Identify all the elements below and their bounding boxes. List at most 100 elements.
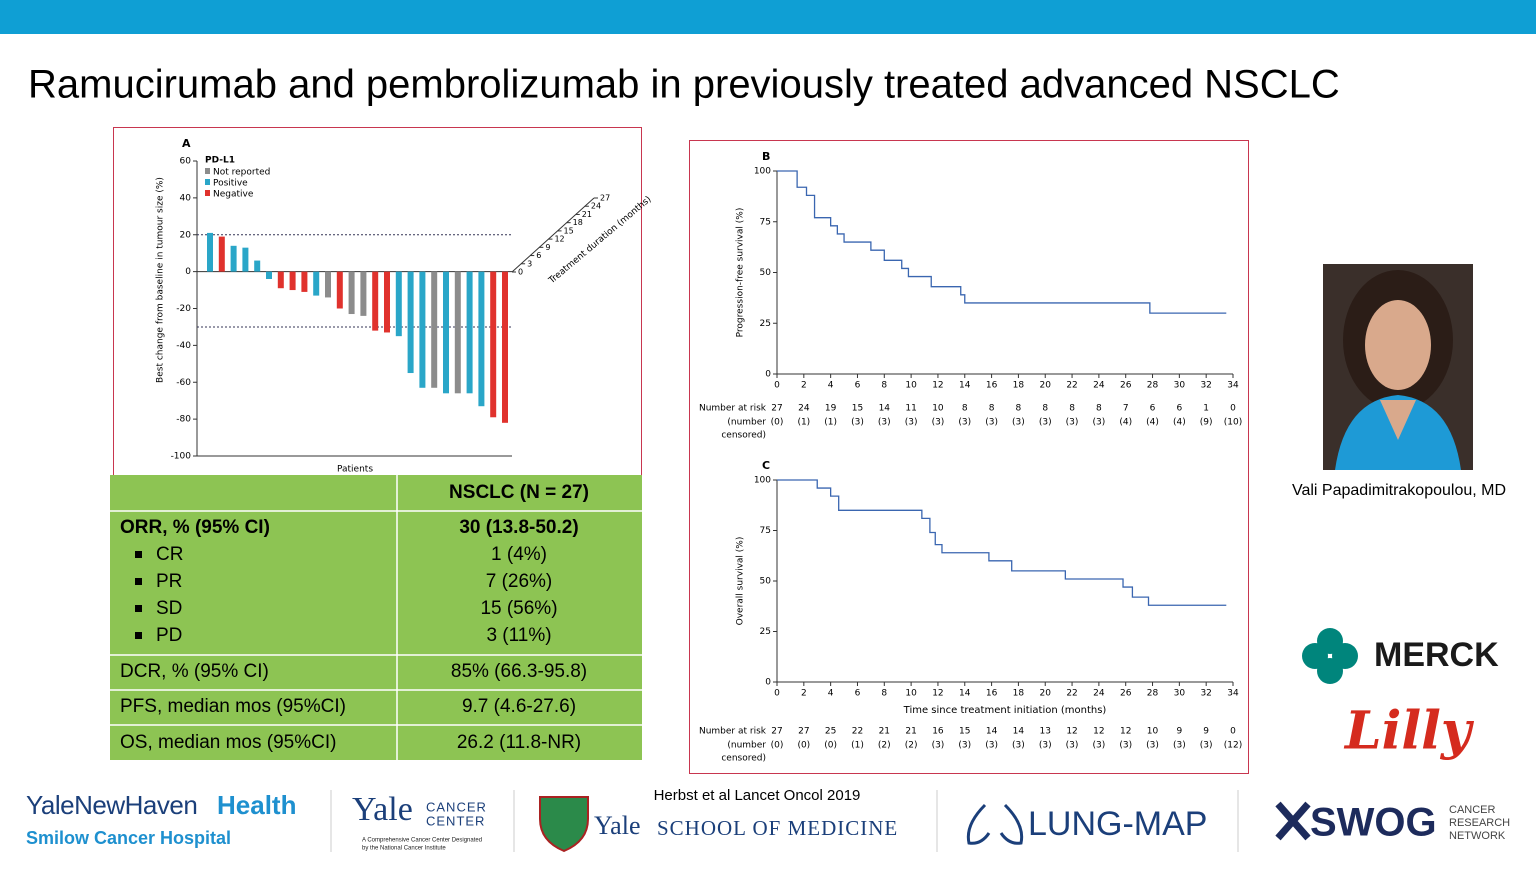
risk-label: censored) bbox=[721, 431, 766, 441]
censored-value: (3) bbox=[958, 741, 971, 751]
x-tick-label: 26 bbox=[1120, 689, 1132, 699]
duration-tick-label: 0 bbox=[518, 268, 523, 277]
y-tick-label: 50 bbox=[760, 577, 772, 587]
table-cell: 9.7 (4.6-27.6) bbox=[462, 696, 576, 717]
at-risk-value: 21 bbox=[905, 727, 916, 737]
logo-text: CENTER bbox=[426, 813, 485, 828]
at-risk-value: 14 bbox=[986, 727, 998, 737]
table-cell: 15 (56%) bbox=[480, 598, 557, 619]
logo-text: Yale bbox=[594, 811, 640, 840]
at-risk-value: 11 bbox=[905, 404, 916, 414]
logo-text: YaleNewHaven bbox=[26, 790, 197, 820]
x-tick-label: 20 bbox=[1040, 381, 1052, 391]
legend-label: Not reported bbox=[213, 168, 270, 178]
at-risk-value: 8 bbox=[1042, 404, 1048, 414]
censored-value: (12) bbox=[1224, 741, 1242, 751]
waterfall-bar bbox=[372, 271, 379, 331]
censored-value: (3) bbox=[985, 418, 998, 428]
duration-tick-label: 24 bbox=[591, 202, 601, 211]
waterfall-bar bbox=[466, 271, 473, 394]
waterfall-bar bbox=[348, 271, 355, 315]
x-tick-label: 24 bbox=[1093, 689, 1105, 699]
duration-tick-label: 6 bbox=[536, 251, 541, 260]
y-tick-label: 40 bbox=[180, 193, 192, 203]
logo-text: CANCER bbox=[1449, 804, 1496, 816]
table-bg bbox=[110, 475, 642, 760]
x-tick-label: 28 bbox=[1147, 381, 1159, 391]
at-risk-value: 7 bbox=[1123, 404, 1129, 414]
waterfall-bar bbox=[431, 271, 438, 388]
at-risk-value: 9 bbox=[1203, 727, 1209, 737]
y-tick-label: 0 bbox=[185, 267, 191, 277]
x-tick-label: 30 bbox=[1174, 381, 1186, 391]
logo-text: RESEARCH bbox=[1449, 817, 1510, 829]
logo-text: NETWORK bbox=[1449, 830, 1506, 842]
x-tick-label: 28 bbox=[1147, 689, 1159, 699]
logo-text: Health bbox=[217, 790, 296, 820]
censored-value: (3) bbox=[1093, 741, 1106, 751]
logo-text: LUNG-MAP bbox=[1028, 805, 1207, 843]
waterfall-bar bbox=[419, 271, 426, 388]
waterfall-bar bbox=[478, 271, 485, 407]
censored-value: (3) bbox=[932, 418, 945, 428]
panel-label: A bbox=[182, 137, 191, 150]
censored-value: (3) bbox=[958, 418, 971, 428]
waterfall-bar bbox=[360, 271, 367, 316]
x-tick-label: 18 bbox=[1013, 689, 1025, 699]
waterfall-bar bbox=[490, 271, 497, 418]
y-tick-label: 25 bbox=[760, 627, 771, 637]
at-risk-value: 10 bbox=[1147, 727, 1159, 737]
x-tick-label: 10 bbox=[905, 381, 917, 391]
table-cell: 26.2 (11.8-NR) bbox=[457, 732, 581, 753]
panel-label: C bbox=[762, 459, 770, 472]
x-tick-label: 12 bbox=[932, 381, 943, 391]
bullet bbox=[135, 578, 142, 585]
waterfall-bar bbox=[313, 271, 320, 296]
duration-tick-label: 9 bbox=[545, 243, 550, 252]
censored-value: (3) bbox=[1146, 741, 1159, 751]
censored-value: (3) bbox=[878, 418, 891, 428]
table-cell: SD bbox=[156, 598, 182, 619]
logo-text: by the National Cancer Institute bbox=[362, 846, 446, 852]
x-tick-label: 4 bbox=[828, 381, 834, 391]
x-tick-label: 18 bbox=[1013, 381, 1025, 391]
y-tick-label: -40 bbox=[176, 341, 191, 351]
y-tick-label: 0 bbox=[765, 370, 771, 380]
risk-label: (number bbox=[727, 741, 766, 751]
at-risk-value: 15 bbox=[852, 404, 863, 414]
waterfall-bar bbox=[336, 271, 343, 309]
legend-swatch bbox=[205, 190, 210, 196]
table-cell: 7 (26%) bbox=[486, 571, 553, 592]
waterfall-bar bbox=[443, 271, 449, 394]
waterfall-bar bbox=[266, 271, 272, 279]
censored-value: (3) bbox=[1012, 418, 1025, 428]
y-tick-label: -60 bbox=[176, 378, 191, 388]
duration-tick-label: 18 bbox=[573, 218, 583, 227]
y-axis-label: Progression-free survival (%) bbox=[736, 208, 746, 338]
censored-value: (3) bbox=[1039, 741, 1052, 751]
at-risk-value: 14 bbox=[1013, 727, 1025, 737]
at-risk-value: 8 bbox=[989, 404, 995, 414]
x-tick-label: 8 bbox=[881, 689, 887, 699]
x-tick-label: 20 bbox=[1040, 689, 1052, 699]
censored-value: (3) bbox=[1173, 741, 1186, 751]
censored-value: (3) bbox=[1200, 741, 1213, 751]
y-tick-label: 20 bbox=[180, 230, 192, 240]
y-tick-label: 100 bbox=[754, 476, 771, 486]
at-risk-value: 0 bbox=[1230, 727, 1236, 737]
risk-label: censored) bbox=[721, 754, 766, 764]
km-frame bbox=[689, 140, 1249, 774]
y-tick-label: -80 bbox=[176, 415, 191, 425]
citation: Herbst et al Lancet Oncol 2019 bbox=[654, 787, 861, 804]
x-tick-label: 14 bbox=[959, 689, 971, 699]
censored-value: (3) bbox=[851, 418, 864, 428]
x-tick-label: 22 bbox=[1066, 381, 1077, 391]
at-risk-value: 8 bbox=[1016, 404, 1022, 414]
x-tick-label: 34 bbox=[1227, 689, 1239, 699]
duration-tick-label: 12 bbox=[554, 235, 564, 244]
table-cell: DCR, % (95% CI) bbox=[120, 661, 269, 682]
censored-value: (2) bbox=[905, 741, 918, 751]
y-tick-label: 60 bbox=[180, 157, 192, 167]
at-risk-value: 12 bbox=[1120, 727, 1131, 737]
x-tick-label: 0 bbox=[774, 381, 780, 391]
